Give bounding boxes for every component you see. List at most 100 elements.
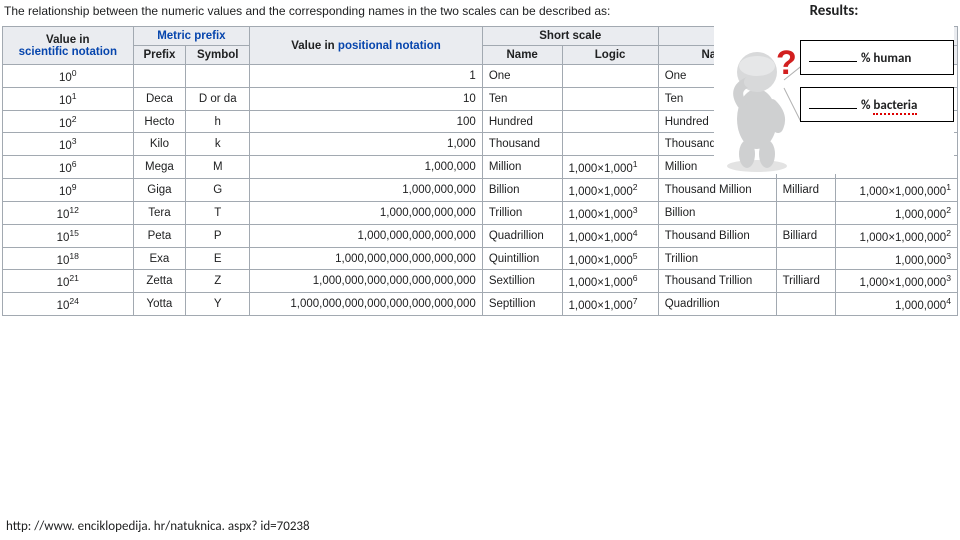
cell: P: [186, 224, 250, 247]
th-metric-prefix: Metric prefix: [133, 27, 250, 46]
cell: Hecto: [133, 110, 186, 133]
cell: k: [186, 133, 250, 156]
th-scinot: Value in scientific notation: [3, 27, 134, 65]
cell: Billion: [482, 179, 562, 202]
cell: 103: [3, 133, 134, 156]
th-ss-name: Name: [482, 46, 562, 65]
table-row: 1024YottaY1,000,000,000,000,000,000,000,…: [3, 293, 958, 316]
cell: 100: [250, 110, 483, 133]
cell: Thousand Trillion: [658, 270, 776, 293]
cell: 1,000,0004: [835, 293, 958, 316]
cell: Tera: [133, 201, 186, 224]
cell: 1,000,000,000,000,000,000,000,000: [250, 293, 483, 316]
cell: 1,000,000,000: [250, 179, 483, 202]
cell: Trilliard: [776, 270, 835, 293]
cell: [562, 87, 658, 110]
link-positional-notation[interactable]: positional notation: [338, 40, 441, 52]
cell: 1012: [3, 201, 134, 224]
cell: 1,000,000,000,000,000,000,000: [250, 270, 483, 293]
cell: Thousand Million: [658, 179, 776, 202]
human-blank[interactable]: [809, 61, 857, 62]
bacteria-percent-box: % bacteria: [800, 87, 954, 122]
cell: Peta: [133, 224, 186, 247]
cell: 1018: [3, 247, 134, 270]
table-row: 109GigaG1,000,000,000Billion1,000×1,0002…: [3, 179, 958, 202]
th-short-scale: Short scale: [482, 27, 658, 46]
cell: Z: [186, 270, 250, 293]
cell: M: [186, 156, 250, 179]
cell: 1,000×1,0004: [562, 224, 658, 247]
cell: 102: [3, 110, 134, 133]
cell: Hundred: [482, 110, 562, 133]
cell: Quintillion: [482, 247, 562, 270]
cell: Thousand Billion: [658, 224, 776, 247]
cell: 109: [3, 179, 134, 202]
cell: E: [186, 247, 250, 270]
cell: Trillion: [658, 247, 776, 270]
cell: Quadrillion: [658, 293, 776, 316]
cell: 1,000×1,0002: [562, 179, 658, 202]
human-percent-box: % human: [800, 40, 954, 75]
cell: [562, 110, 658, 133]
cell: Sextillion: [482, 270, 562, 293]
cell: 1,000,000,000,000: [250, 201, 483, 224]
cell: 1,000,0003: [835, 247, 958, 270]
table-row: 1018ExaE1,000,000,000,000,000,000Quintil…: [3, 247, 958, 270]
cell: 1,000×1,0005: [562, 247, 658, 270]
cell: Y: [186, 293, 250, 316]
cell: 1015: [3, 224, 134, 247]
cell: Quadrillion: [482, 224, 562, 247]
cell: Trillion: [482, 201, 562, 224]
cell: 101: [3, 87, 134, 110]
cell: Exa: [133, 247, 186, 270]
cell: [776, 293, 835, 316]
cell: Milliard: [776, 179, 835, 202]
cell: 1,000,0002: [835, 201, 958, 224]
cell: Thousand: [482, 133, 562, 156]
table-row: 1012TeraT1,000,000,000,000Trillion1,000×…: [3, 201, 958, 224]
cell: [133, 65, 186, 88]
link-metric-prefix[interactable]: Metric prefix: [157, 30, 225, 42]
cell: T: [186, 201, 250, 224]
cell: Billion: [658, 201, 776, 224]
cell: [776, 201, 835, 224]
cell: 1,000×1,0001: [562, 156, 658, 179]
cell: h: [186, 110, 250, 133]
thinking-figure-icon: ?: [714, 24, 800, 174]
th-ss-logic: Logic: [562, 46, 658, 65]
cell: 1,000×1,0006: [562, 270, 658, 293]
th-posnot: Value in positional notation: [250, 27, 483, 65]
table-row: 1015PetaP1,000,000,000,000,000Quadrillio…: [3, 224, 958, 247]
svg-text:?: ?: [776, 44, 797, 82]
th-prefix: Prefix: [133, 46, 186, 65]
link-scientific-notation[interactable]: scientific notation: [19, 46, 117, 58]
th-symbol: Symbol: [186, 46, 250, 65]
cell: 1,000×1,000,0001: [835, 179, 958, 202]
cell: Mega: [133, 156, 186, 179]
cell: Septillion: [482, 293, 562, 316]
cell: 106: [3, 156, 134, 179]
cell: One: [482, 65, 562, 88]
cell: [562, 65, 658, 88]
cell: 1,000×1,000,0002: [835, 224, 958, 247]
cell: 1024: [3, 293, 134, 316]
cell: 1,000,000: [250, 156, 483, 179]
cell: [186, 65, 250, 88]
cell: 100: [3, 65, 134, 88]
cell: Zetta: [133, 270, 186, 293]
cell: 1,000×1,0007: [562, 293, 658, 316]
cell: 1021: [3, 270, 134, 293]
cell: 1,000,000,000,000,000,000: [250, 247, 483, 270]
cell: Million: [482, 156, 562, 179]
cell: 1,000×1,000,0003: [835, 270, 958, 293]
results-overlay: Results: ?: [714, 2, 954, 174]
cell: 1,000: [250, 133, 483, 156]
cell: Giga: [133, 179, 186, 202]
cell: Kilo: [133, 133, 186, 156]
bacteria-blank[interactable]: [809, 108, 857, 109]
cell: Yotta: [133, 293, 186, 316]
results-title: Results:: [714, 2, 954, 20]
source-url: http: //www. enciklopedija. hr/natuknica…: [6, 519, 310, 534]
cell: G: [186, 179, 250, 202]
cell: [562, 133, 658, 156]
